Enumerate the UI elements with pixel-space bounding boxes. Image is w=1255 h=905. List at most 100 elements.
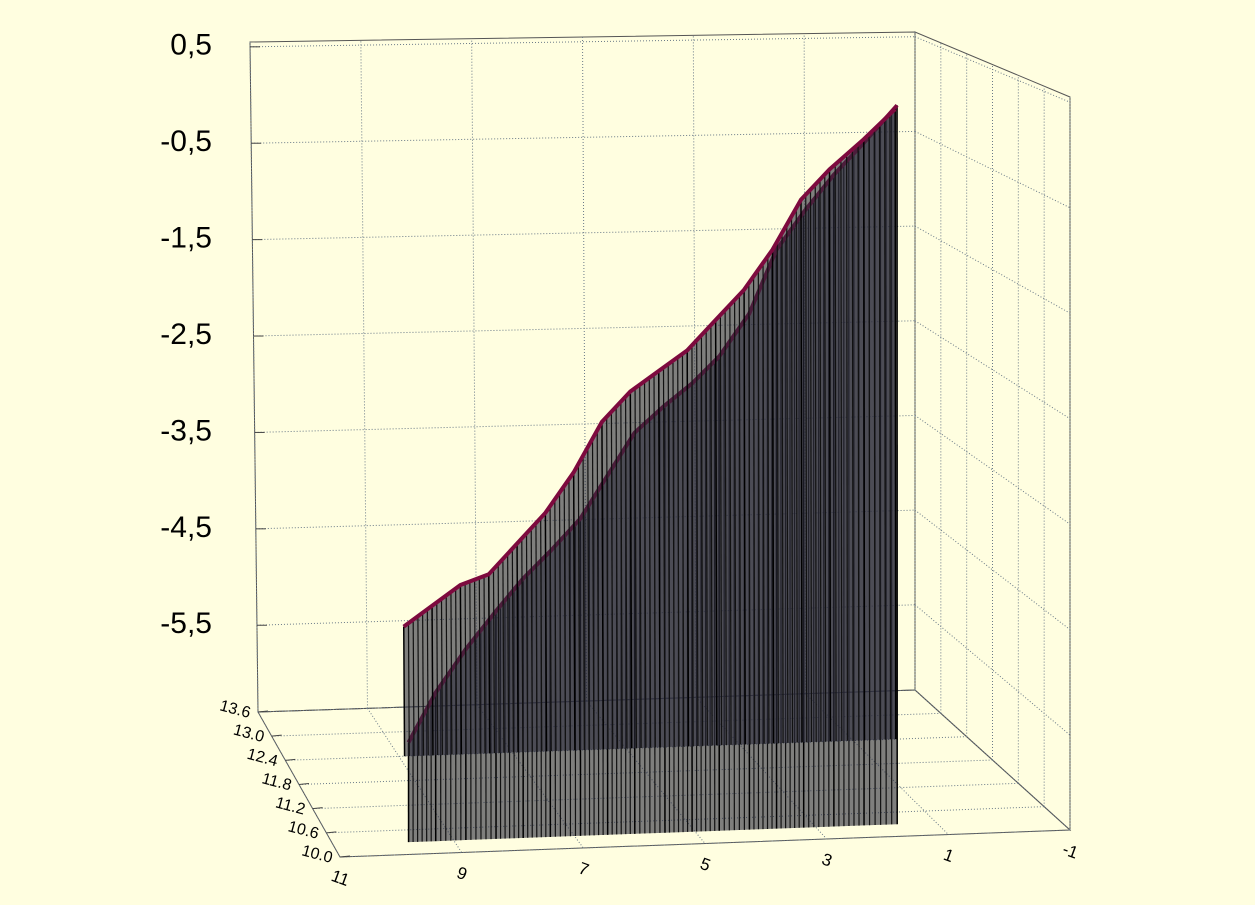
grid-line: [360, 40, 368, 709]
hatch: [653, 374, 656, 748]
z-tick-label: 0,5: [170, 29, 212, 62]
x-tick-label: -1: [1060, 840, 1081, 863]
hatch: [767, 256, 770, 744]
hatch: [662, 367, 666, 748]
z-tick-label: -2,5: [160, 318, 212, 351]
hatch: [412, 619, 415, 756]
hatch: [497, 563, 500, 753]
hatch: [521, 538, 524, 753]
y-tick: [271, 734, 282, 737]
hatch: [492, 569, 496, 754]
hatch: [884, 119, 886, 740]
drop-line: [894, 109, 897, 740]
drop-line: [629, 391, 633, 749]
hatch: [577, 463, 581, 751]
hatch: [530, 528, 533, 752]
drop-line: [771, 249, 775, 744]
hatch: [846, 154, 849, 741]
hatch: [473, 579, 477, 754]
hatch: [805, 194, 808, 743]
hatch: [696, 340, 699, 747]
hatch: [440, 598, 444, 755]
hatch: [407, 623, 410, 757]
hatch: [426, 609, 429, 756]
hatch: [840, 159, 843, 742]
hatch: [445, 595, 448, 755]
z-tick-label: -5,5: [160, 607, 212, 640]
hatch: [781, 232, 784, 744]
drop-line: [431, 605, 434, 756]
hatch: [610, 411, 614, 749]
hatch: [790, 216, 794, 743]
hatch: [606, 416, 609, 750]
hatch: [436, 602, 439, 756]
drop-line: [714, 320, 718, 746]
y-tick: [285, 758, 296, 761]
drop-line: [828, 169, 832, 742]
hatch: [535, 523, 538, 752]
hatch: [734, 299, 737, 745]
hatch: [596, 430, 600, 750]
hatch: [824, 174, 827, 742]
grid-line: [914, 36, 1071, 103]
drop-line: [743, 289, 746, 745]
hatch: [857, 144, 860, 741]
hatch: [591, 438, 595, 750]
drop-line: [572, 472, 576, 751]
hatch: [615, 406, 619, 749]
hatch: [677, 357, 680, 747]
hatch: [757, 269, 761, 744]
hatch: [809, 189, 813, 743]
hatch: [634, 388, 638, 749]
hatch: [729, 304, 732, 745]
drop-line: [402, 626, 406, 757]
grid-line: [914, 604, 1071, 736]
hatch: [786, 224, 789, 743]
hatch: [639, 384, 642, 748]
hatch: [587, 447, 590, 750]
hatch: [643, 381, 647, 748]
drop-line: [800, 199, 803, 743]
x-tick-label: 11: [329, 866, 352, 890]
hatch: [502, 558, 505, 753]
grid-line: [254, 414, 916, 433]
hatch: [525, 533, 529, 752]
hatch: [620, 401, 623, 749]
grid-line: [253, 320, 916, 337]
hatch: [582, 455, 585, 750]
hatch: [681, 353, 685, 747]
drop-line: [544, 512, 548, 752]
y-tick: [298, 783, 310, 785]
hatch: [851, 149, 854, 741]
drop-line: [863, 139, 866, 741]
hatch: [834, 164, 837, 742]
y-tick: [326, 831, 337, 834]
hatch: [563, 485, 567, 751]
hatch: [878, 124, 881, 740]
grid-line: [249, 41, 259, 713]
hatch: [752, 276, 756, 745]
z-tick-label: -4,5: [160, 511, 212, 544]
y-tick: [257, 710, 269, 713]
hatch: [819, 179, 822, 742]
drop-line: [658, 370, 661, 748]
hatch: [648, 377, 652, 748]
hatch: [868, 134, 871, 741]
hatch: [762, 262, 765, 744]
drop-line: [459, 584, 463, 755]
hatch: [511, 548, 514, 753]
hatch: [540, 517, 543, 752]
hatch: [738, 294, 742, 745]
hatch: [748, 283, 751, 745]
grid-line: [271, 712, 941, 737]
z-tick-label: -3,5: [160, 414, 212, 447]
hatch: [776, 241, 779, 744]
hatch: [554, 499, 557, 751]
y-tick: [312, 807, 323, 810]
hatch: [624, 396, 628, 749]
hatch: [422, 612, 425, 756]
y-tick: [339, 855, 351, 858]
drop-line: [601, 421, 605, 750]
hatch: [873, 129, 876, 740]
